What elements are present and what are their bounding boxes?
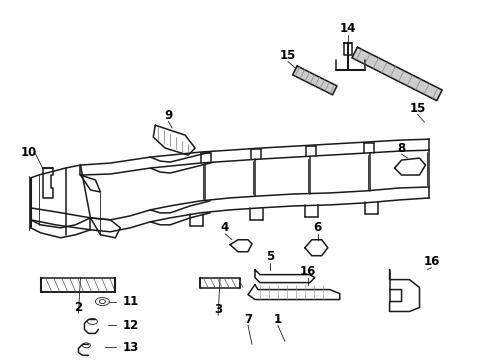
Text: 15: 15 (280, 49, 296, 62)
Polygon shape (352, 47, 442, 101)
Text: 8: 8 (397, 141, 406, 155)
Text: 15: 15 (409, 102, 426, 115)
Text: 6: 6 (314, 221, 322, 234)
Text: 13: 13 (122, 341, 139, 354)
Text: 12: 12 (122, 319, 139, 332)
Text: 16: 16 (299, 265, 316, 278)
Text: 4: 4 (221, 221, 229, 234)
Text: 16: 16 (423, 255, 440, 268)
Text: 5: 5 (266, 250, 274, 263)
Text: 1: 1 (274, 313, 282, 326)
Polygon shape (293, 66, 337, 95)
Text: 3: 3 (214, 303, 222, 316)
Text: 9: 9 (164, 109, 172, 122)
Text: 10: 10 (21, 145, 37, 159)
Text: 14: 14 (340, 22, 356, 35)
Text: 2: 2 (74, 301, 82, 314)
Text: 7: 7 (244, 313, 252, 326)
Text: 11: 11 (122, 295, 139, 308)
